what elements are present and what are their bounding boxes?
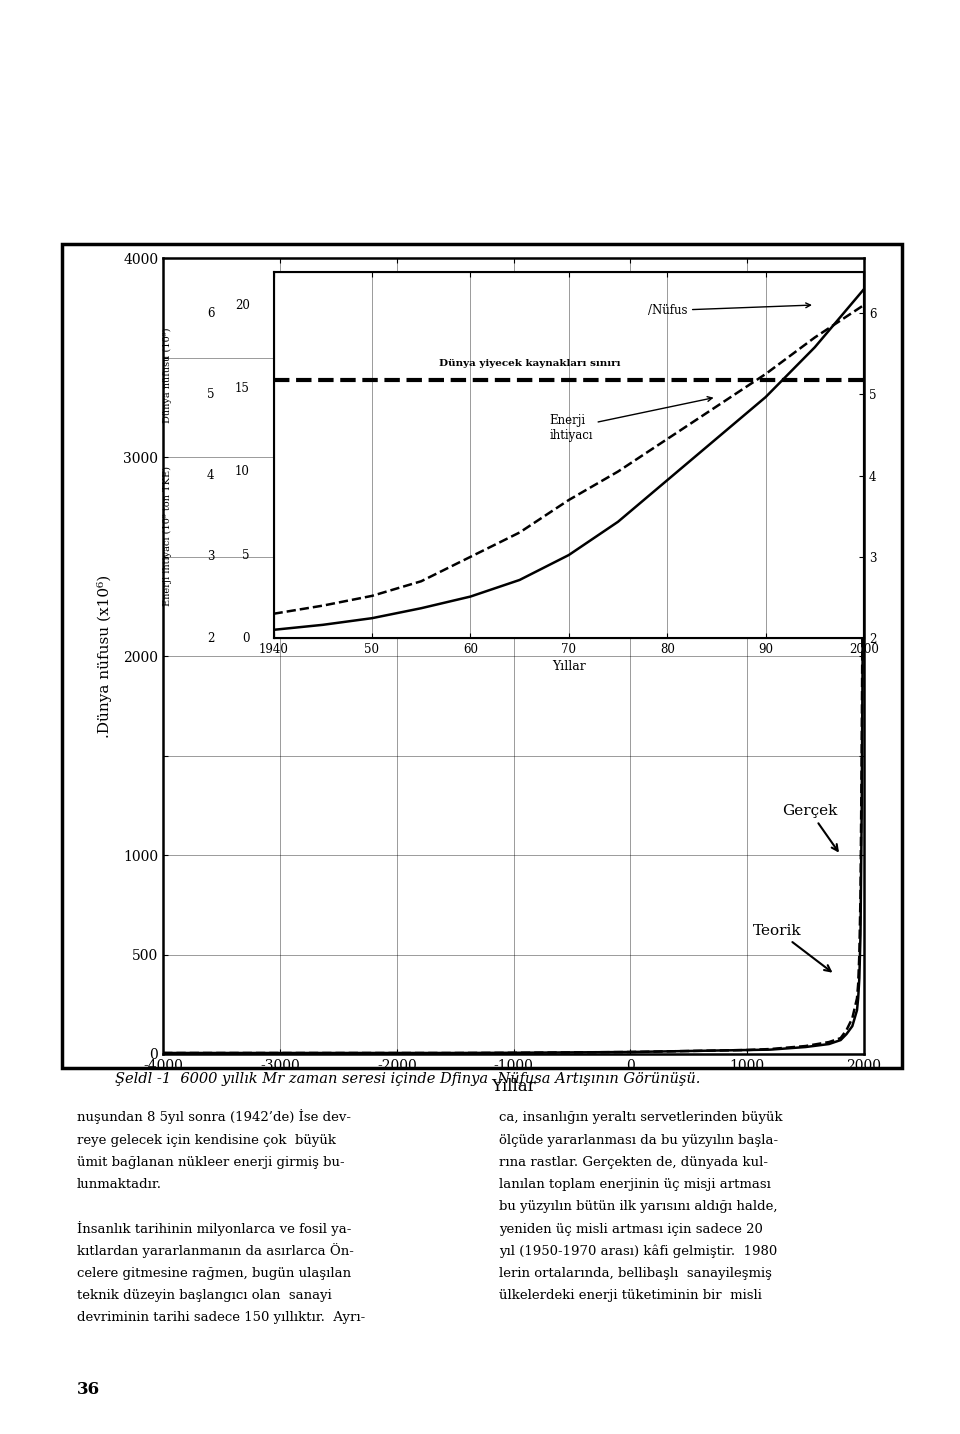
- Text: Dünya nüfusu (10⁹): Dünya nüfusu (10⁹): [163, 327, 172, 423]
- X-axis label: Yıllar: Yıllar: [552, 660, 586, 673]
- Text: Enerji
ihtiyacı: Enerji ihtiyacı: [549, 397, 712, 442]
- Text: 4: 4: [207, 469, 214, 482]
- Text: İnsanlık tarihinin milyonlarca ve fosil ya-: İnsanlık tarihinin milyonlarca ve fosil …: [77, 1220, 351, 1236]
- Text: nuşundan 8 5yıl sonra (1942’de) İse dev-: nuşundan 8 5yıl sonra (1942’de) İse dev-: [77, 1110, 350, 1124]
- X-axis label: Yıllar: Yıllar: [492, 1078, 536, 1096]
- Text: 6: 6: [207, 307, 214, 320]
- Text: /Nüfus: /Nüfus: [647, 303, 810, 317]
- Text: 10: 10: [235, 466, 250, 479]
- Text: ümit bağlanan nükleer enerji girmiş bu-: ümit bağlanan nükleer enerji girmiş bu-: [77, 1156, 345, 1169]
- Text: 20: 20: [235, 300, 250, 313]
- Text: celere gitmesine rağmen, bugün ulaşılan: celere gitmesine rağmen, bugün ulaşılan: [77, 1268, 351, 1281]
- Text: ca, insanlığın yeraltı servetlerinden büyük: ca, insanlığın yeraltı servetlerinden bü…: [499, 1111, 782, 1124]
- Text: teknik düzeyin başlangıcı olan  sanayi: teknik düzeyin başlangıcı olan sanayi: [77, 1289, 331, 1302]
- Text: Şeldl -1  6000 yıllık Mr zaman seresi içinde Dfinya  Nüfusa Artışının Görünüşü.: Şeldl -1 6000 yıllık Mr zaman seresi içi…: [115, 1071, 701, 1086]
- Text: ülkelerdeki enerji tüketiminin bir  misli: ülkelerdeki enerji tüketiminin bir misli: [499, 1289, 762, 1302]
- Text: 36: 36: [77, 1381, 100, 1398]
- Text: ölçüde yararlanması da bu yüzyılın başla-: ölçüde yararlanması da bu yüzyılın başla…: [499, 1134, 779, 1147]
- Text: lerin ortalarında, bellibaşlı  sanayileşmiş: lerin ortalarında, bellibaşlı sanayileşm…: [499, 1268, 772, 1281]
- Text: yıl (1950-1970 arası) kâfi gelmiştir.  1980: yıl (1950-1970 arası) kâfi gelmiştir. 19…: [499, 1245, 778, 1258]
- Text: Dünya yiyecek kaynakları sınırı: Dünya yiyecek kaynakları sınırı: [439, 358, 620, 369]
- Text: Teorik: Teorik: [753, 923, 830, 971]
- Text: Gerçek: Gerçek: [782, 804, 838, 850]
- Text: 2: 2: [207, 631, 214, 645]
- Text: rına rastlar. Gerçekten de, dünyada kul-: rına rastlar. Gerçekten de, dünyada kul-: [499, 1156, 768, 1169]
- Text: 3: 3: [207, 551, 214, 564]
- Y-axis label: .Dünya nüfusu (x10⁶): .Dünya nüfusu (x10⁶): [97, 575, 112, 737]
- Text: devriminin tarihi sadece 150 yıllıktır.  Ayrı-: devriminin tarihi sadece 150 yıllıktır. …: [77, 1312, 365, 1325]
- Text: kıtlardan yararlanmanın da asırlarca Ön-: kıtlardan yararlanmanın da asırlarca Ön-: [77, 1243, 353, 1258]
- Text: 5: 5: [207, 387, 214, 402]
- Text: 5: 5: [243, 549, 250, 562]
- Text: yeniden üç misli artması için sadece 20: yeniden üç misli artması için sadece 20: [499, 1223, 763, 1236]
- Text: bu yüzyılın bütün ilk yarısını aldığı halde,: bu yüzyılın bütün ilk yarısını aldığı ha…: [499, 1200, 778, 1213]
- Text: 15: 15: [235, 383, 250, 396]
- Text: lanılan toplam enerjinin üç misji artması: lanılan toplam enerjinin üç misji artmas…: [499, 1179, 771, 1192]
- Text: lunmaktadır.: lunmaktadır.: [77, 1179, 162, 1192]
- Text: Enerji ihtiyacı (10⁹ ton TKE): Enerji ihtiyacı (10⁹ ton TKE): [163, 466, 172, 605]
- Text: 0: 0: [243, 631, 250, 645]
- Text: reye gelecek için kendisine çok  büyük: reye gelecek için kendisine çok büyük: [77, 1134, 336, 1147]
